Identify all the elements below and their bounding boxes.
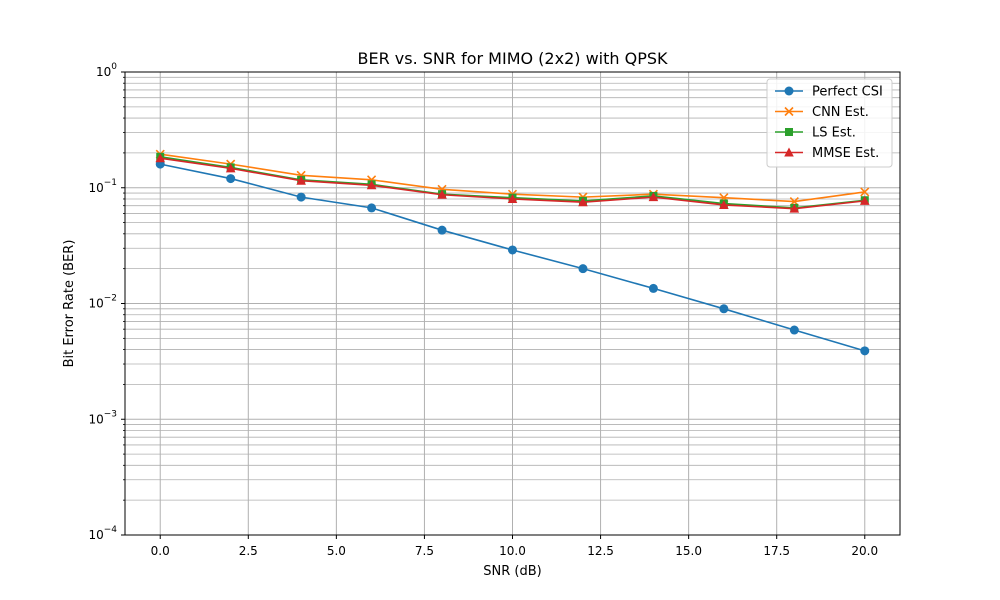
- legend-marker: [784, 86, 794, 96]
- legend-box: [766, 78, 893, 168]
- y-axis-label: Bit Error Rate (BER): [62, 240, 77, 368]
- data-point: [296, 175, 306, 185]
- x-tick-label: 17.5: [763, 544, 790, 558]
- x-tick-label: 20.0: [851, 544, 878, 558]
- data-point: [226, 174, 236, 184]
- x-tick-label: 10.0: [499, 544, 526, 558]
- x-tick-label: 5.0: [327, 544, 346, 558]
- series-mmse-est: [155, 153, 870, 213]
- x-tick-label: 2.5: [239, 544, 258, 558]
- x-axis-label: SNR (dB): [483, 564, 541, 579]
- y-tick-label: 10−3: [88, 409, 117, 426]
- y-tick-label: 100: [96, 62, 117, 79]
- legend-entry: MMSE Est.: [775, 146, 879, 161]
- data-point: [789, 203, 800, 213]
- legend-label: Perfect CSI: [812, 85, 883, 100]
- y-axis-ticks: 100 10−1 10−2 10−3 10−4: [88, 62, 125, 542]
- plot-series: [155, 149, 870, 356]
- y-tick-label: 10−1: [88, 178, 117, 195]
- x-tick-label: 7.5: [415, 544, 434, 558]
- y-tick-label: 10−4: [88, 525, 117, 542]
- data-point: [578, 197, 588, 207]
- data-point: [366, 180, 377, 190]
- legend-marker: [784, 147, 794, 157]
- x-tick-label: 0.0: [151, 544, 170, 558]
- data-point: [860, 187, 870, 197]
- data-point: [648, 192, 659, 202]
- data-point: [648, 283, 658, 293]
- legend-entry: Perfect CSI: [775, 85, 883, 100]
- data-point: [789, 325, 799, 335]
- data-point: [578, 264, 588, 274]
- x-tick-label: 12.5: [587, 544, 614, 558]
- data-point: [437, 225, 447, 235]
- legend-entry: CNN Est.: [775, 105, 869, 120]
- data-point: [860, 346, 870, 356]
- data-point: [507, 193, 518, 203]
- chart-title: BER vs. SNR for MIMO (2x2) with QPSK: [357, 49, 668, 68]
- data-point: [296, 192, 306, 202]
- legend-label: LS Est.: [812, 126, 856, 141]
- legend: Perfect CSI CNN Est. LS Est. MMSE Est.: [766, 78, 893, 168]
- x-tick-label: 15.0: [675, 544, 702, 558]
- legend-entry: LS Est.: [775, 126, 856, 141]
- y-tick-label: 10−2: [88, 294, 117, 311]
- data-point: [719, 199, 729, 209]
- data-point: [719, 304, 729, 314]
- data-point: [155, 153, 166, 163]
- legend-marker: [785, 128, 793, 136]
- data-point: [508, 245, 517, 255]
- data-point: [437, 189, 447, 199]
- data-point: [367, 203, 377, 213]
- x-axis-ticks: 0.0 2.5 5.0 7.5 10.0 12.5 15.0 17.5 20.0: [151, 535, 878, 558]
- data-point: [225, 163, 236, 173]
- legend-label: MMSE Est.: [812, 146, 879, 161]
- legend-marker: [784, 106, 794, 117]
- legend-label: CNN Est.: [812, 105, 869, 120]
- data-point: [859, 195, 870, 205]
